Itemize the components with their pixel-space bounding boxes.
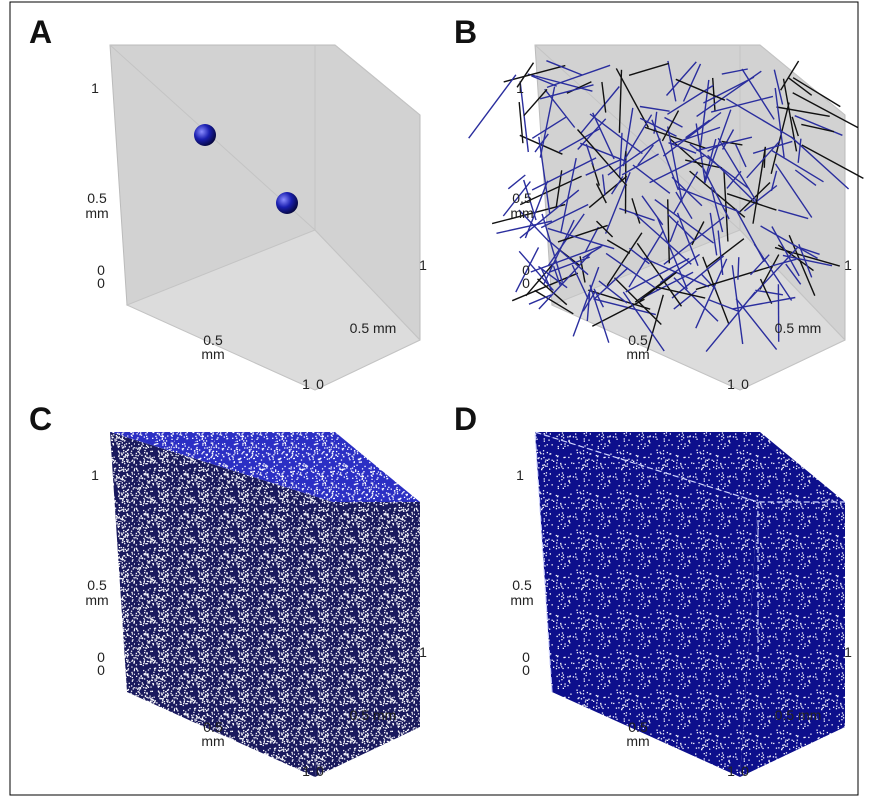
axis-label: 0.5 mm [350,320,397,336]
axis-label: 1 [516,467,524,483]
axis-label: 1 [302,763,310,779]
axis-label: 0 [316,376,324,392]
figure: A10.5mm000.5mm100.5 mm1B10.5mm000.5mm100… [0,0,869,798]
axis-label: 0 [316,763,324,779]
axis-label: 0.5 mm [350,707,397,723]
panel-letter: B [454,14,477,50]
axis-label: 1 [302,376,310,392]
axis-label: 1 [727,763,735,779]
fiber [738,257,739,280]
axis-label: 1 [844,644,852,660]
panel-letter: D [454,401,477,437]
axis-label: mm [510,205,533,221]
axis-label: mm [510,592,533,608]
axis-label: 0 [741,376,749,392]
axis-label: 1 [419,257,427,273]
panel-letter: A [29,14,52,50]
axis-label: 0.5 [512,577,532,593]
sphere [276,192,298,214]
axis-label: 0 [97,662,105,678]
axis-label: 0 [97,275,105,291]
axis-label: 1 [516,80,524,96]
axis-label: 1 [91,80,99,96]
axis-label: mm [85,205,108,221]
axis-label: 0 [741,763,749,779]
axis-label: 0.5 [87,190,107,206]
axis-label: mm [201,733,224,749]
panel-letter: C [29,401,52,437]
axis-label: mm [201,346,224,362]
axis-label: 0 [522,662,530,678]
sphere [194,124,216,146]
axis-label: 0.5 [87,577,107,593]
axis-label: mm [626,346,649,362]
axis-label: 1 [91,467,99,483]
axis-label: mm [626,733,649,749]
axis-label: 1 [844,257,852,273]
axis-label: 0.5 [512,190,532,206]
axis-label: 0.5 mm [775,320,822,336]
axis-label: 0.5 mm [775,707,822,723]
axis-label: 1 [727,376,735,392]
axis-label: 0 [522,275,530,291]
axis-label: 1 [419,644,427,660]
axis-label: mm [85,592,108,608]
